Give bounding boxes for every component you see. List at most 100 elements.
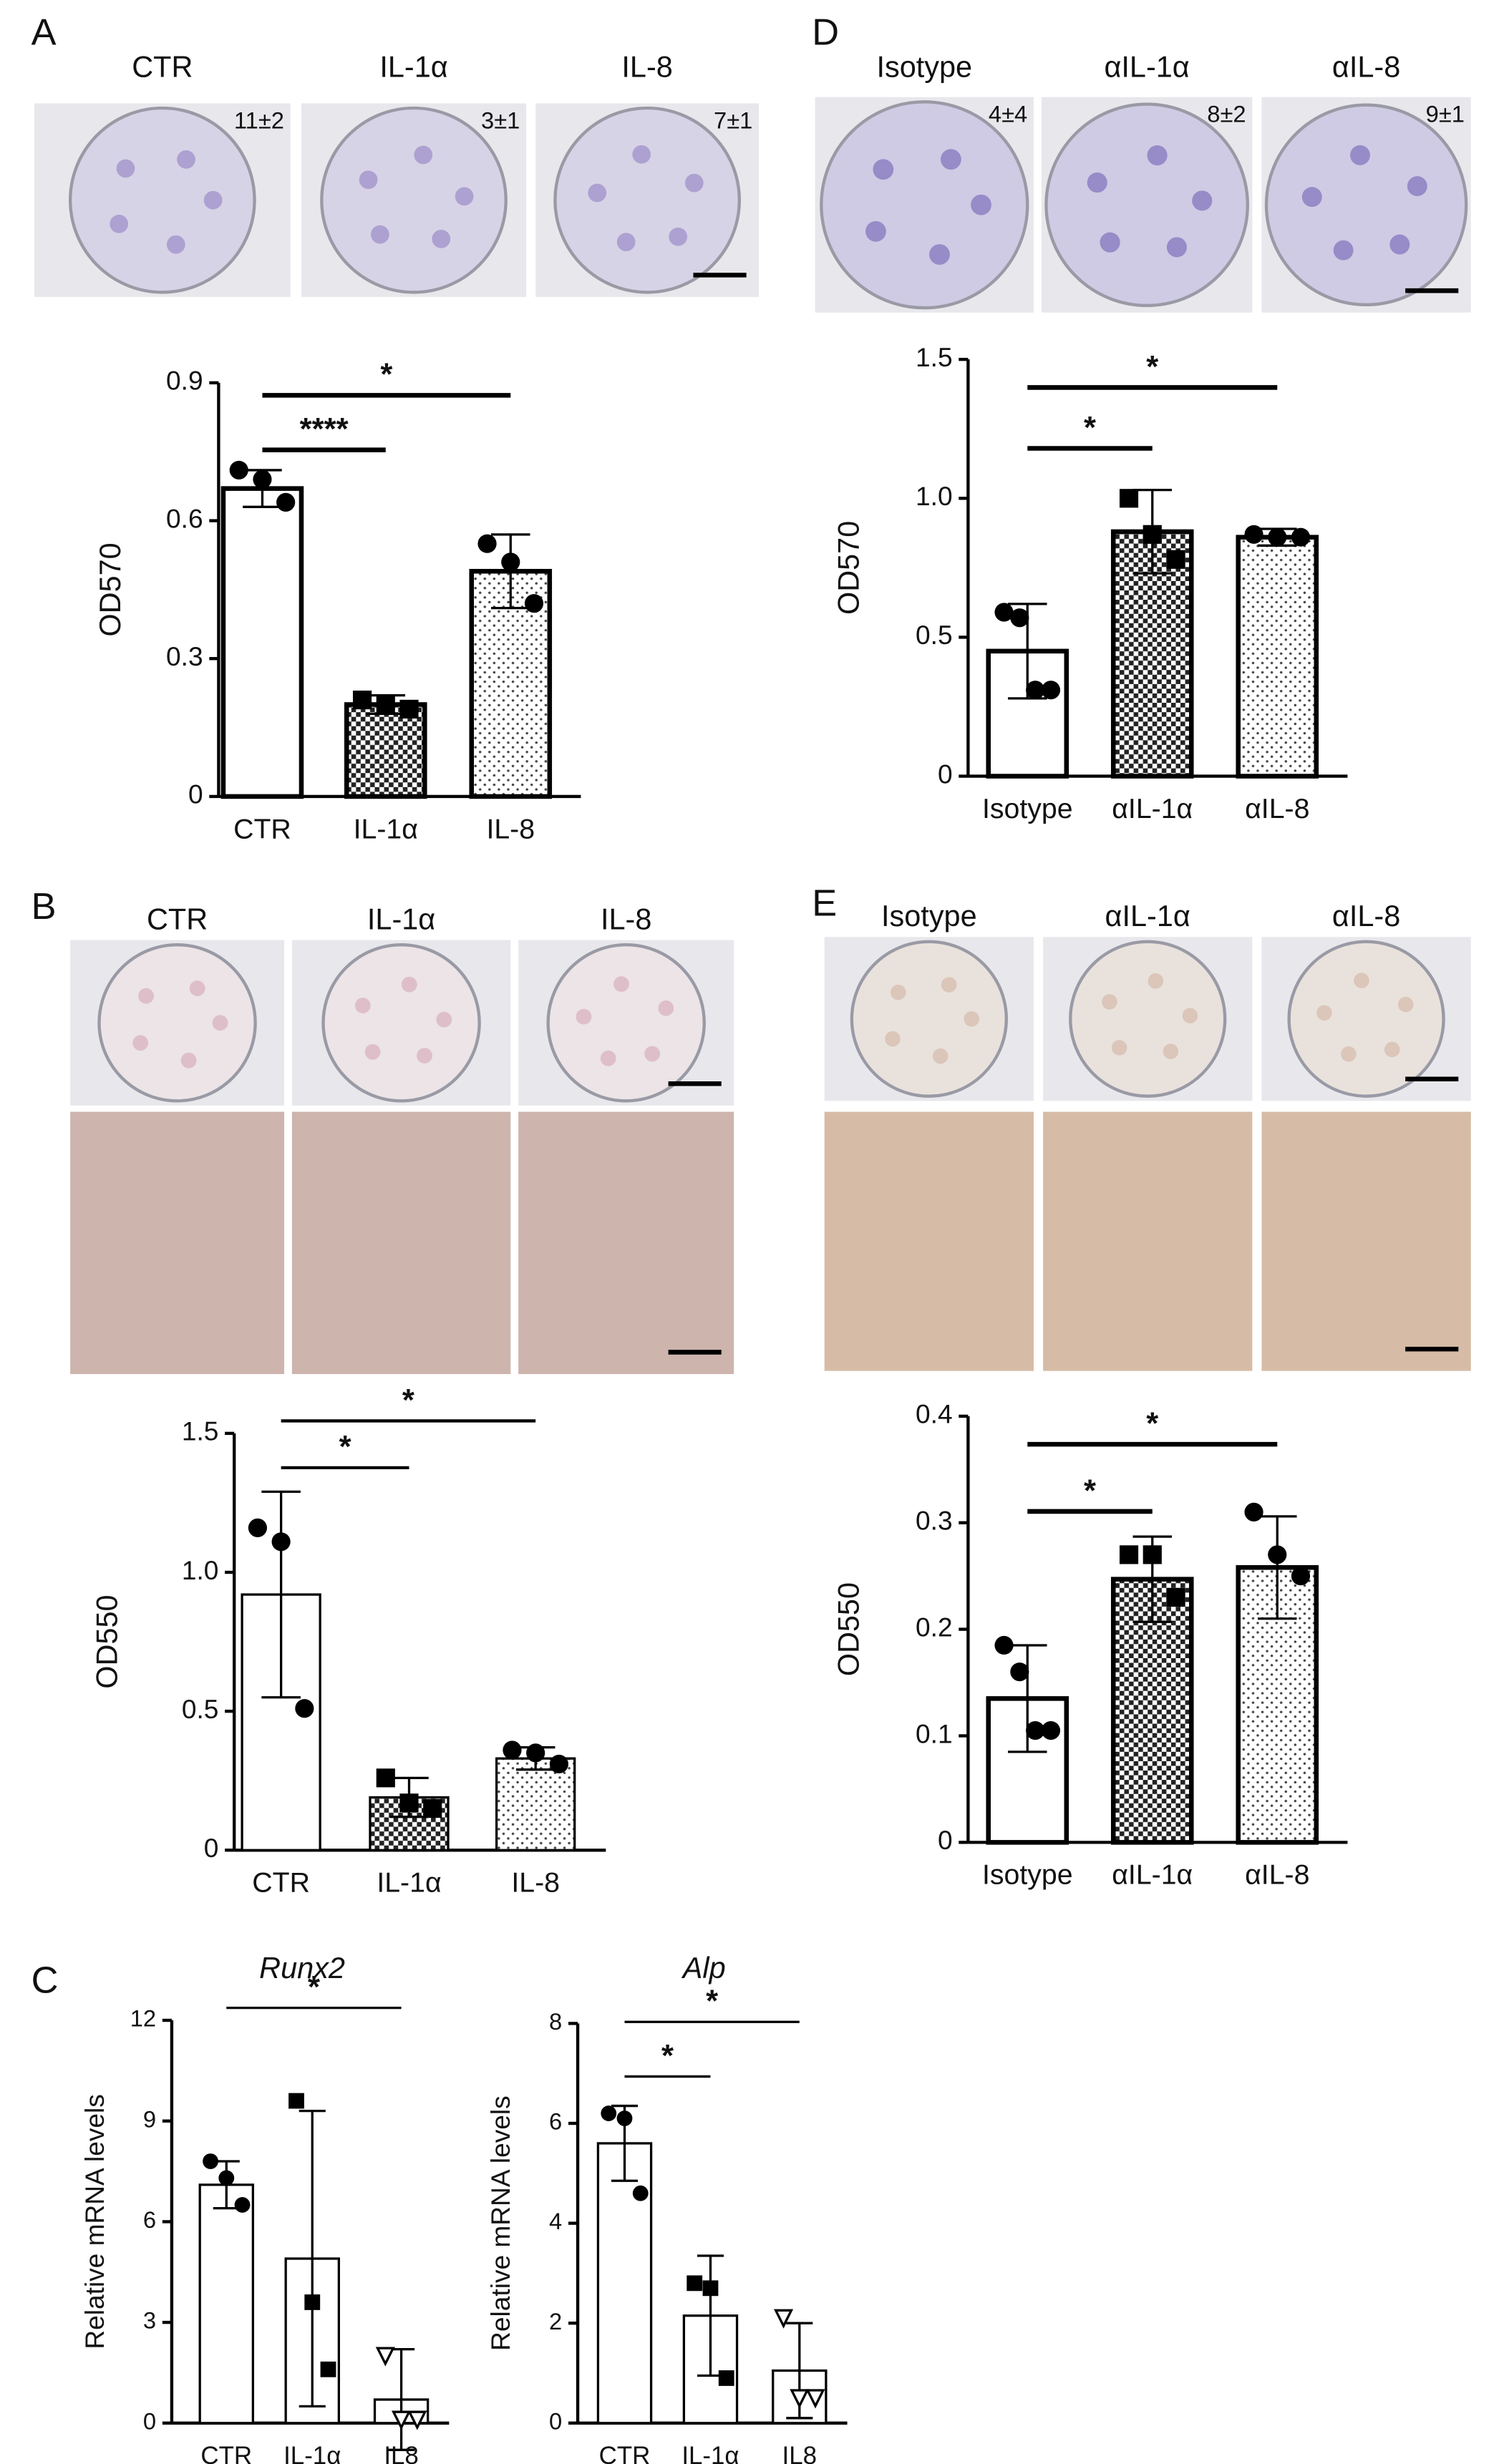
colony — [212, 1015, 228, 1031]
colony — [116, 159, 135, 178]
data-point — [702, 2280, 719, 2297]
data-point — [805, 2389, 825, 2409]
dish — [553, 106, 742, 294]
data-point — [203, 2153, 218, 2169]
data-point — [687, 2275, 703, 2292]
data-point — [276, 492, 296, 512]
x-tick-label: IL-8 — [511, 1867, 560, 1899]
dish — [1044, 102, 1249, 308]
x-tick-label: CTR — [252, 1867, 310, 1899]
panel-letter: D — [812, 11, 839, 53]
colony — [1354, 973, 1369, 988]
y-tick-label: 1.5 — [916, 342, 953, 372]
data-point — [1291, 527, 1311, 547]
colony — [359, 170, 378, 190]
data-point — [718, 2370, 734, 2386]
bar — [220, 486, 304, 799]
data-point — [524, 594, 544, 613]
y-tick-label: 0 — [938, 1825, 953, 1855]
micrograph — [1043, 1111, 1253, 1371]
photo-label: αIL-8 — [1332, 49, 1400, 83]
panel-letter: A — [31, 11, 57, 53]
dish — [820, 100, 1029, 310]
colony — [110, 214, 129, 233]
data-point — [399, 1793, 419, 1813]
panel-letter: E — [812, 882, 837, 924]
significance-label: * — [402, 1383, 414, 1418]
y-tick-label: 0.5 — [916, 620, 953, 650]
colony — [929, 244, 950, 265]
y-tick-label: 0.9 — [166, 366, 203, 396]
y-tick-label: 0.5 — [182, 1694, 219, 1724]
data-point — [423, 1798, 442, 1818]
colony — [414, 145, 433, 165]
x-tick-label: IL-1α — [354, 813, 418, 844]
photo-label: CTR — [147, 902, 208, 935]
y-tick-label: 1.0 — [182, 1555, 219, 1585]
data-point — [1244, 525, 1263, 544]
y-tick-label: 9 — [143, 2105, 156, 2132]
colony — [432, 229, 451, 248]
data-point — [503, 1740, 522, 1760]
y-axis-label: Relative mRNA levels — [79, 2094, 110, 2349]
data-point — [1143, 1545, 1162, 1564]
colony — [890, 984, 906, 1000]
data-point — [271, 1532, 291, 1552]
bar — [1110, 1577, 1194, 1845]
data-point — [407, 2410, 427, 2430]
significance-label: * — [661, 2039, 674, 2073]
data-point — [1143, 525, 1162, 544]
bar — [1236, 535, 1319, 779]
colony — [1100, 232, 1120, 253]
colony — [1087, 172, 1107, 193]
dish — [68, 106, 256, 294]
bar — [198, 2183, 254, 2425]
data-point — [375, 2347, 395, 2367]
y-axis-label: Relative mRNA levels — [485, 2095, 515, 2350]
y-axis-label: OD570 — [832, 521, 865, 615]
data-point — [376, 695, 395, 714]
chart-title: Alp — [681, 1951, 726, 1985]
data-point — [234, 2197, 251, 2213]
y-tick-label: 0 — [143, 2407, 156, 2434]
colony — [371, 225, 389, 244]
x-tick-label: IL-1α — [377, 1867, 441, 1899]
colony — [1182, 1008, 1198, 1024]
x-tick-label: αIL-1α — [1112, 793, 1193, 824]
panel-letter: C — [31, 1960, 59, 2002]
colony-count: 3±1 — [481, 107, 520, 133]
x-tick-label: IL-1α — [283, 2442, 341, 2464]
photo-label: CTR — [132, 49, 193, 83]
data-point — [632, 2185, 649, 2201]
data-point — [526, 1743, 545, 1763]
significance-label: * — [1146, 1406, 1158, 1441]
y-tick-label: 0.1 — [916, 1718, 953, 1748]
colony — [658, 1000, 674, 1016]
colony — [1333, 240, 1354, 260]
data-point — [229, 460, 248, 480]
x-tick-label: CTR — [233, 813, 291, 844]
panel-letter: B — [31, 886, 57, 927]
colony — [1111, 1040, 1127, 1056]
data-point — [253, 469, 272, 489]
colony — [1166, 237, 1188, 258]
colony — [669, 227, 688, 246]
photo-label: IL-8 — [601, 902, 651, 935]
colony — [1147, 145, 1168, 166]
y-tick-label: 3 — [143, 2307, 156, 2334]
micrograph — [518, 1111, 734, 1374]
photo-label: IL-1α — [367, 902, 435, 935]
y-tick-label: 0 — [188, 779, 203, 809]
data-point — [1041, 1720, 1061, 1740]
data-point — [304, 2294, 321, 2310]
x-tick-label: Isotype — [982, 793, 1073, 824]
data-point — [1166, 550, 1185, 569]
data-point — [1119, 1545, 1139, 1564]
colony — [1389, 234, 1410, 255]
colony — [203, 190, 223, 210]
data-point — [601, 2105, 617, 2121]
dish — [1264, 103, 1468, 307]
y-axis-label: OD550 — [90, 1594, 124, 1688]
data-point — [1244, 1502, 1263, 1521]
